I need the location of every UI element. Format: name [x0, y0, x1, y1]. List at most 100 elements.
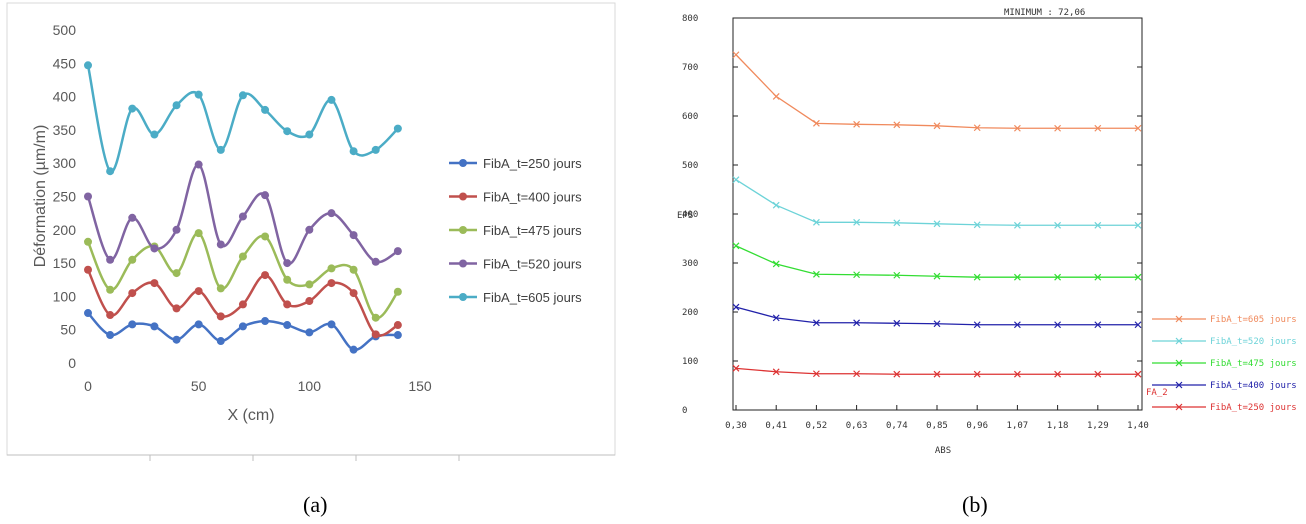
legend-label: FibA_t=605 jours — [483, 290, 582, 305]
data-point — [327, 279, 336, 288]
data-point — [261, 317, 270, 326]
data-point-marker — [933, 272, 941, 280]
data-point-marker — [732, 303, 740, 311]
data-point — [150, 130, 159, 139]
data-point-marker — [893, 219, 901, 227]
data-point-marker — [732, 242, 740, 250]
data-point — [283, 127, 292, 136]
data-point — [238, 252, 247, 261]
data-point — [349, 345, 358, 354]
data-point-marker — [893, 121, 901, 129]
y-tick-label: 700 — [682, 63, 698, 73]
data-point — [84, 61, 92, 70]
y-tick-label: 400 — [682, 210, 698, 220]
data-point-marker — [973, 124, 981, 132]
data-point-marker — [853, 271, 861, 279]
data-point — [150, 279, 159, 288]
annotation-label: FA_2 — [1146, 388, 1168, 398]
data-point — [84, 192, 92, 201]
data-point-marker — [812, 218, 820, 226]
data-point — [150, 322, 159, 331]
x-tick-label: 0,52 — [806, 421, 828, 431]
data-point-marker — [1094, 370, 1102, 378]
data-point-marker — [973, 370, 981, 378]
data-point — [371, 330, 380, 339]
y-tick-label: 100 — [682, 357, 698, 367]
series-line-0 — [735, 54, 1138, 129]
data-point-marker — [1013, 273, 1021, 281]
data-point-marker — [933, 370, 941, 378]
x-tick-label: 1,18 — [1047, 421, 1069, 431]
legend-marker — [459, 259, 467, 268]
data-point — [150, 244, 159, 253]
y-tick-label: 100 — [53, 288, 77, 304]
legend-marker — [459, 192, 467, 201]
series-line-2 — [735, 245, 1138, 278]
y-tick-label: 350 — [53, 122, 77, 138]
y-tick-label: 450 — [53, 55, 77, 71]
x-tick-label: 0,85 — [926, 421, 948, 431]
y-tick-label: 0 — [682, 406, 687, 416]
data-point — [283, 321, 292, 330]
data-point-marker — [772, 201, 780, 209]
legend-label: FibA_t=400 jours — [483, 190, 582, 205]
data-point-marker — [812, 319, 820, 327]
data-point-marker — [1054, 221, 1062, 229]
legend-label: FibA_t=250 jours — [483, 156, 582, 171]
x-axis-title: X (cm) — [227, 407, 274, 424]
y-tick-label: 250 — [53, 189, 77, 205]
data-point-marker — [853, 218, 861, 226]
data-point — [393, 247, 402, 256]
x-tick-label: 1,40 — [1127, 421, 1149, 431]
data-point — [327, 264, 336, 273]
data-point-marker — [893, 319, 901, 327]
data-point — [172, 335, 181, 344]
data-point-marker — [893, 370, 901, 378]
data-point — [216, 240, 225, 249]
data-point-marker — [1013, 321, 1021, 329]
data-point — [283, 300, 292, 309]
data-point — [349, 289, 358, 298]
data-point — [261, 105, 270, 114]
y-tick-label: 0 — [68, 355, 76, 371]
data-point-marker — [812, 270, 820, 278]
y-tick-label: 300 — [53, 155, 77, 171]
data-point — [216, 284, 225, 293]
y-tick-label: 150 — [53, 255, 77, 271]
data-point — [84, 237, 92, 246]
data-point-marker — [1054, 273, 1062, 281]
x-tick-label: 0,96 — [966, 421, 988, 431]
series-line-3 — [735, 306, 1138, 326]
data-point — [106, 167, 115, 176]
data-point — [128, 255, 137, 264]
data-point — [371, 145, 380, 154]
data-point — [216, 145, 225, 154]
data-point — [393, 321, 402, 330]
data-point-marker — [1094, 273, 1102, 281]
data-point — [106, 311, 115, 320]
data-point — [327, 209, 336, 218]
data-point — [371, 313, 380, 322]
legend-label: FibA_t=605 jours — [1210, 315, 1297, 325]
y-axis-title: EPS — [677, 211, 693, 221]
legend-marker — [459, 293, 467, 301]
legend-label: FibA_t=520 jours — [1210, 337, 1297, 347]
data-point — [305, 328, 314, 337]
data-point — [172, 101, 181, 110]
data-point-marker — [732, 364, 740, 372]
data-point — [371, 257, 380, 266]
x-tick-label: 0,63 — [846, 421, 868, 431]
header-minimum-text: MINIMUM : 72,06 — [1004, 8, 1085, 18]
panel-a-chart: 0 50 100 150 200 250 300 350 400 450 500 0 50 100 150 X… — [32, 22, 582, 461]
data-point — [238, 300, 247, 309]
y-tick-label: 500 — [53, 22, 77, 38]
data-point — [128, 289, 137, 298]
data-point — [393, 287, 402, 296]
data-point — [327, 95, 336, 104]
data-point — [238, 91, 247, 100]
legend-label: FibA_t=250 jours — [1210, 403, 1297, 413]
x-tick-label: 0,74 — [886, 421, 908, 431]
data-point-marker — [1054, 321, 1062, 329]
data-point — [305, 225, 314, 234]
